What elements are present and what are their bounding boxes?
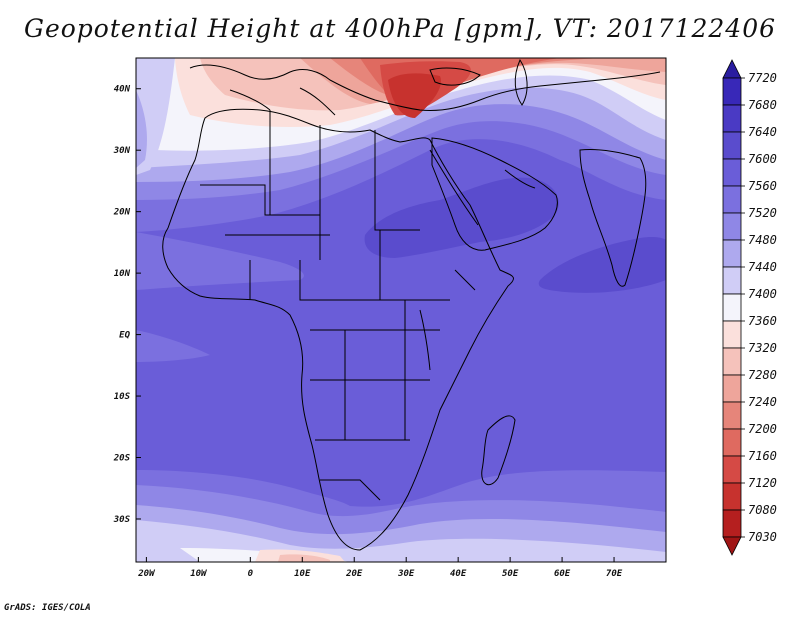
colorbar-swatch <box>722 347 742 376</box>
map-frame <box>135 57 667 563</box>
colorbar-swatch <box>722 482 742 511</box>
lon-tick-label: 60E <box>554 569 571 579</box>
colorbar-swatch <box>722 104 742 133</box>
colorbar-label: 7200 <box>748 422 777 436</box>
colorbar-swatch <box>722 455 742 484</box>
colorbar-swatch <box>722 401 742 430</box>
colorbar-label: 7280 <box>748 368 777 382</box>
lon-tick-label: 10E <box>294 569 311 579</box>
lat-tick-label: 40N <box>114 85 131 95</box>
colorbar-swatch <box>722 239 742 268</box>
lon-axis: 20W 10W 0 10E 20E 30E 40E 50E 60E 70E <box>137 557 623 579</box>
colorbar-bottom-arrow <box>722 536 742 556</box>
lon-tick-label: 70E <box>606 569 623 579</box>
colorbar-swatch <box>722 509 742 538</box>
coastlines <box>162 58 661 551</box>
lat-axis: 40N 30N 20N 10N EQ 10S 20S 30S <box>113 85 141 525</box>
colorbar-label: 7400 <box>748 287 777 301</box>
lat-tick-label: 30S <box>113 515 131 525</box>
lat-tick-label: 30N <box>113 146 131 156</box>
colorbar-label: 7320 <box>748 341 777 355</box>
colorbar-label: 7120 <box>748 476 777 490</box>
colorbar-label: 7560 <box>748 179 777 193</box>
map-title: Geopotential Height at 400hPa [gpm], VT:… <box>23 14 777 43</box>
colorbar-swatch <box>722 77 742 106</box>
lat-tick-label: 20N <box>113 208 131 218</box>
lon-tick-label: 40E <box>450 569 467 579</box>
colorbar-label: 7720 <box>748 71 777 85</box>
colorbar-top-arrow <box>722 59 742 79</box>
lat-tick-label: 10N <box>114 269 131 279</box>
colorbar-swatch <box>722 428 742 457</box>
lat-tick-label: 10S <box>114 392 131 402</box>
lon-tick-label: 50E <box>502 569 519 579</box>
colorbar-label: 7640 <box>748 125 777 139</box>
lon-tick-label: 0 <box>248 569 254 579</box>
colorbar-label: 7360 <box>748 314 777 328</box>
colorbar-label: 7030 <box>748 530 777 544</box>
colorbar-label: 7600 <box>748 152 777 166</box>
colorbar-label: 7160 <box>748 449 777 463</box>
lat-tick-label: 20S <box>113 454 131 464</box>
colorbar-label: 7480 <box>748 233 777 247</box>
geopotential-field <box>136 58 666 562</box>
colorbar-swatch <box>722 185 742 214</box>
colorbar-swatch <box>722 212 742 241</box>
colorbar-label: 7080 <box>748 503 777 517</box>
colorbar-swatch <box>722 158 742 187</box>
colorbar-label: 7240 <box>748 395 777 409</box>
lat-tick-label: EQ <box>119 331 130 341</box>
grads-credit: GrADS: IGES/COLA <box>4 603 91 613</box>
colorbar-swatch <box>722 374 742 403</box>
lon-tick-label: 10W <box>190 569 208 579</box>
lon-tick-label: 30E <box>397 569 415 579</box>
colorbar-swatch <box>722 320 742 349</box>
colorbar: 7720 7680 7640 7600 7560 7520 7480 7440 7400 7360… <box>722 59 777 556</box>
colorbar-swatch <box>722 266 742 295</box>
colorbar-swatch <box>722 293 742 322</box>
colorbar-label: 7520 <box>748 206 777 220</box>
colorbar-swatch <box>722 131 742 160</box>
lon-tick-label: 20E <box>345 569 363 579</box>
lon-tick-label: 20W <box>137 569 156 579</box>
colorbar-label: 7440 <box>748 260 777 274</box>
colorbar-label: 7680 <box>748 98 777 112</box>
